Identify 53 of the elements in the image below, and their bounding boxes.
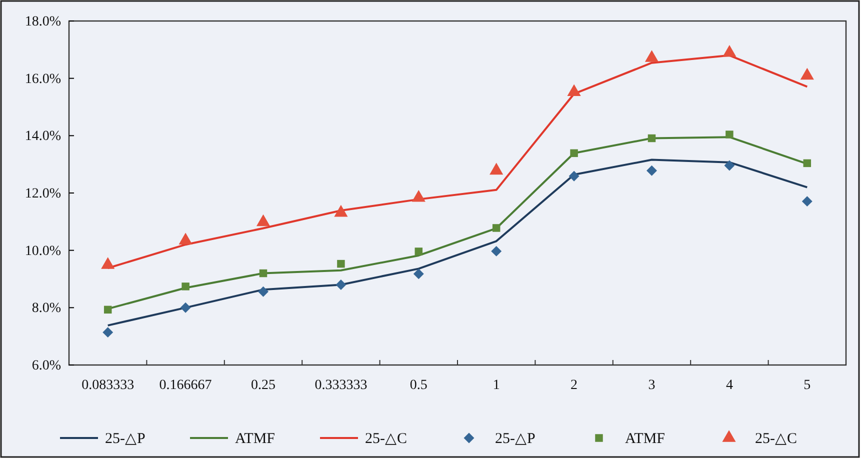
point bbox=[337, 260, 345, 268]
point bbox=[492, 224, 500, 232]
point bbox=[102, 327, 114, 338]
point bbox=[413, 268, 424, 280]
x-tick-label: 0.166667 bbox=[159, 378, 212, 393]
y-tick-label: 10.0% bbox=[24, 244, 62, 259]
point bbox=[414, 248, 423, 256]
line-series bbox=[106, 158, 808, 326]
x-tick-label: 0.083333 bbox=[82, 378, 134, 393]
legend-label: 25-△C bbox=[755, 431, 797, 447]
legend-label: 25-△C bbox=[365, 431, 407, 447]
x-tick-label: 0.333333 bbox=[314, 378, 368, 393]
x-tick-label: 4 bbox=[726, 378, 733, 393]
point bbox=[648, 134, 656, 142]
point bbox=[104, 306, 112, 314]
y-tick-label: 16.0% bbox=[24, 72, 62, 87]
y-tick-label: 12.0% bbox=[24, 186, 62, 202]
point bbox=[491, 246, 502, 256]
x-tick-label: 0.25 bbox=[251, 378, 276, 393]
x-tick-label: 0.5 bbox=[410, 378, 428, 393]
point bbox=[724, 160, 735, 171]
point bbox=[412, 190, 426, 202]
point bbox=[259, 269, 268, 278]
point bbox=[570, 149, 578, 158]
y-tick-label: 8.0% bbox=[32, 301, 62, 316]
point bbox=[644, 50, 659, 62]
point bbox=[336, 279, 346, 290]
x-tick-label: 2 bbox=[570, 378, 578, 393]
point bbox=[726, 130, 734, 138]
point bbox=[646, 165, 657, 176]
point bbox=[722, 44, 736, 57]
point bbox=[178, 232, 192, 245]
x-tick-label: 1 bbox=[492, 378, 500, 393]
x-tick-label: 5 bbox=[804, 378, 811, 393]
y-tick-label: 18.0% bbox=[24, 14, 62, 30]
y-tick-label: 14.0% bbox=[24, 129, 62, 144]
point bbox=[256, 214, 270, 226]
point bbox=[490, 162, 504, 175]
point bbox=[568, 170, 580, 182]
point bbox=[334, 204, 348, 217]
point bbox=[258, 286, 268, 297]
point bbox=[800, 68, 814, 80]
point bbox=[567, 84, 581, 96]
legend-label: ATMF bbox=[235, 431, 276, 447]
x-tick-label: 3 bbox=[648, 378, 656, 393]
point bbox=[180, 302, 191, 313]
legend-label: 25-△P bbox=[495, 431, 536, 447]
legend-label: 25-△P bbox=[105, 431, 146, 447]
point bbox=[802, 196, 812, 207]
legend-label: ATMF bbox=[625, 431, 666, 447]
point bbox=[182, 282, 190, 290]
y-tick-label: 6.0% bbox=[32, 358, 62, 374]
point bbox=[803, 159, 812, 168]
